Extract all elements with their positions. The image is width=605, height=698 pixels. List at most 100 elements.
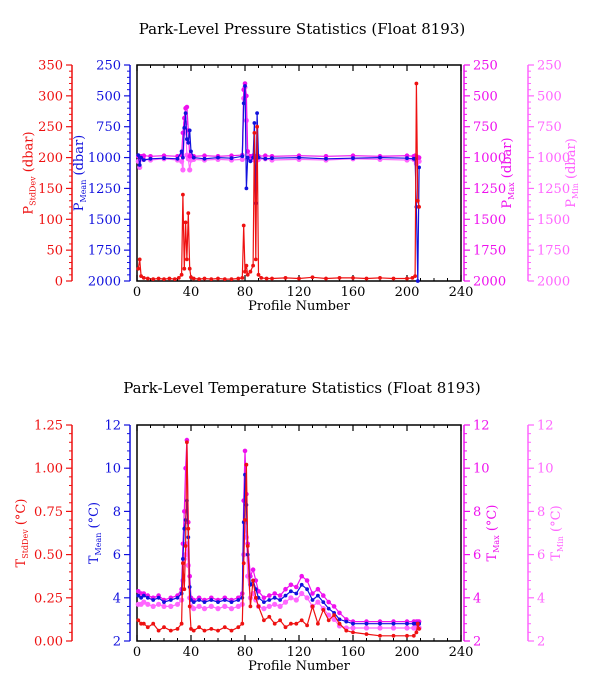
x-tick-label: 80 [237, 285, 254, 300]
y-label-unit: (dbar) [22, 131, 37, 176]
y-tick-label: 2 [537, 635, 545, 650]
stddev-data-point [251, 263, 256, 268]
stddev-data-point [316, 621, 320, 626]
stddev-data-point [253, 257, 258, 262]
max-data-point [242, 448, 248, 454]
max-axis: 250 500 750 1000 1250 1500 1750 2000 PMax (dbar) [463, 59, 516, 290]
max-data-point [331, 604, 337, 609]
stddev-data-point [245, 272, 250, 277]
max-data-point [321, 593, 326, 598]
stddev-series [136, 81, 421, 281]
mean-data-point [267, 598, 272, 602]
mean-data-point [229, 600, 234, 604]
stddev-data-point [297, 276, 301, 281]
mean-data-point [272, 595, 277, 600]
min-data-point [239, 156, 245, 162]
stddev-data-point [185, 440, 189, 445]
mean-data-point [324, 156, 328, 161]
x-axis-label: Profile Number [248, 659, 351, 674]
max-data-point [202, 153, 207, 158]
stddev-data-point [244, 462, 249, 467]
stddev-data-point [253, 595, 258, 600]
y-tick-label: 8 [473, 505, 481, 520]
stddev-data-point [332, 613, 336, 617]
stddev-data-point [324, 276, 328, 281]
y-label-sub: Mean [94, 533, 103, 556]
stddev-data-point [415, 198, 420, 203]
mean-data-point [236, 598, 241, 602]
stddev-data-point [251, 578, 256, 583]
mean-data-point [405, 621, 409, 626]
stddev-data-point [222, 625, 227, 630]
y-label-unit: (°C) [549, 505, 564, 536]
mean-data-point [364, 621, 369, 626]
x-tick-label: 120 [287, 285, 312, 300]
min-series [135, 519, 422, 631]
stddev-data-point [141, 276, 146, 280]
stddev-data-point [187, 266, 192, 271]
y-tick-label: 250 [537, 59, 562, 74]
y-label-sub: StdDev [29, 176, 38, 206]
stddev-data-point [191, 628, 196, 633]
max-series-line [137, 83, 420, 159]
y-tick-label: 350 [38, 59, 63, 74]
y-tick-label: 8 [113, 505, 121, 520]
max-data-point [299, 573, 305, 579]
max-data-point [245, 149, 250, 154]
stddev-data-point [139, 274, 144, 278]
y-tick-label: 0.00 [34, 635, 63, 650]
mean-data-point [378, 621, 382, 626]
y-label-sub: Max [492, 535, 501, 553]
min-data-point [282, 599, 289, 605]
mean-data-point [278, 598, 282, 602]
y-label-main: P [500, 200, 515, 209]
stddev-data-point [391, 633, 396, 638]
y-label-main: T [87, 555, 102, 564]
min-axis: 250 500 750 1000 1250 1500 1750 2000 PMin (dbar) [527, 59, 580, 290]
chart-title: Park-Level Temperature Statistics (Float… [123, 379, 481, 397]
mean-data-point [186, 140, 191, 145]
mean-data-point [222, 598, 227, 602]
stddev-data-point [181, 192, 185, 197]
y-label-sub: Min [556, 536, 565, 552]
stddev-data-point [197, 625, 202, 630]
stddev-data-point [191, 276, 196, 281]
y-tick-label: 1500 [473, 213, 506, 228]
stddev-data-point [241, 223, 246, 228]
stddev-data-point [262, 618, 266, 623]
mean-data-point [263, 156, 268, 161]
min-data-point [174, 601, 181, 607]
stddev-data-point [137, 257, 142, 262]
stddev-data-point [167, 276, 172, 281]
mean-axis: 2 4 6 8 10 12 TMean (°C) [87, 419, 131, 650]
y-tick-label: 10 [104, 462, 121, 477]
mean-data-point [297, 155, 301, 160]
stddev-data-point [294, 621, 299, 626]
y-tick-label: 1.25 [34, 419, 63, 434]
min-data-point [141, 599, 147, 605]
stddev-data-point [378, 276, 382, 280]
mean-data-point [148, 156, 153, 161]
y-label-unit: (dbar) [500, 137, 515, 182]
stddev-data-point [236, 625, 241, 630]
mean-data-point [216, 600, 220, 604]
min-data-point [179, 158, 185, 164]
stddev-data-point [202, 628, 207, 633]
y-tick-label: 6 [113, 548, 121, 563]
temperature-chart: Park-Level Temperature Statistics (Float… [14, 379, 565, 674]
stddev-data-point [179, 621, 184, 626]
mean-data-point [151, 598, 156, 602]
stddev-data-point [337, 621, 342, 626]
mean-data-point [209, 598, 214, 602]
stddev-series-line [137, 83, 420, 280]
stddev-data-point [229, 628, 234, 633]
stddev-data-point [189, 627, 193, 631]
stddev-data-point [202, 276, 207, 281]
y-label-unit: (dbar) [72, 135, 87, 180]
stddev-data-point [241, 561, 246, 566]
y-tick-label: 750 [473, 120, 498, 135]
y-tick-label: 2000 [88, 275, 121, 290]
x-tick-label: 40 [183, 285, 200, 300]
x-tick-label: 200 [395, 645, 420, 660]
x-tick-label: 240 [449, 645, 474, 660]
